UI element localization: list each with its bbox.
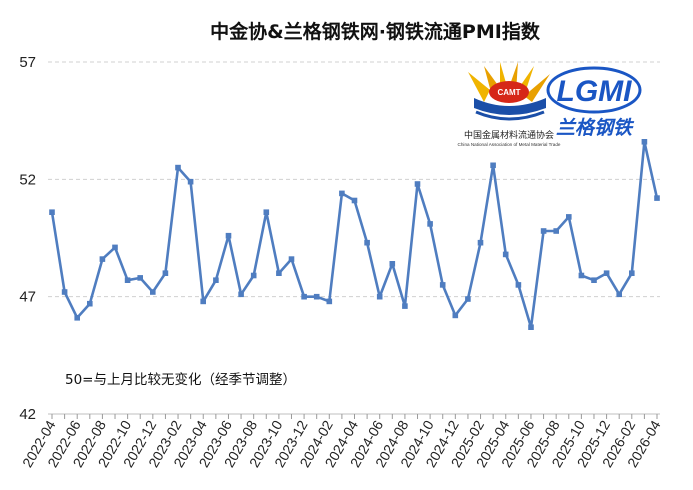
data-point [490, 162, 496, 169]
data-point [591, 277, 597, 283]
y-tick-label: 57 [19, 54, 36, 71]
data-point [502, 251, 509, 258]
data-point [162, 270, 169, 276]
data-point [49, 209, 55, 215]
camt-name-cn: 中国金属材料流通协会 [464, 129, 554, 141]
camt-name-en: China National Association of Metal Mate… [458, 142, 561, 147]
series-points [49, 139, 660, 330]
chart-annotation: 50=与上月比较无变化（经季节调整） [65, 372, 296, 388]
y-tick-label: 47 [19, 289, 36, 306]
data-point [74, 315, 80, 321]
data-point [629, 270, 635, 276]
y-axis-tick-labels: 42 47 52 57 [19, 54, 36, 423]
lgmi-wordmark: LGMI [557, 75, 633, 108]
data-point [427, 221, 433, 227]
y-tick-label: 52 [19, 171, 36, 188]
data-point [225, 232, 232, 239]
lgmi-logo: LGMI 兰格钢铁 [546, 66, 642, 139]
data-point [137, 275, 143, 281]
data-point [477, 239, 484, 246]
data-point [288, 256, 295, 262]
data-point [376, 293, 383, 300]
data-point [187, 178, 194, 185]
lgmi-name-cn: 兰格钢铁 [556, 117, 635, 139]
camt-logo: CAMT 中国金属材料流通协会 China National Associati… [458, 62, 561, 147]
data-point [553, 228, 559, 234]
gridlines [48, 61, 660, 298]
camt-badge-text: CAMT [497, 88, 520, 97]
data-point [389, 261, 396, 267]
data-point [515, 282, 522, 288]
data-point [213, 277, 219, 283]
data-point [99, 256, 106, 262]
chart-title: 中金协&兰格钢铁网·钢铁流通PMI指数 [210, 20, 541, 43]
data-point [200, 298, 206, 305]
data-point [566, 214, 572, 220]
data-point [439, 282, 446, 288]
data-point [414, 181, 421, 187]
data-point [276, 270, 282, 276]
data-point [339, 190, 345, 197]
data-point [364, 239, 370, 246]
data-point [87, 300, 93, 307]
x-axis-tick-marks [51, 414, 658, 419]
data-point [326, 298, 333, 305]
data-point [351, 197, 358, 204]
data-point [402, 303, 408, 309]
data-point [465, 296, 471, 302]
data-point [528, 324, 534, 330]
data-point [654, 195, 660, 201]
data-point [301, 293, 307, 300]
data-point [641, 139, 648, 145]
data-point [112, 244, 118, 251]
data-point [150, 289, 156, 295]
y-tick-label: 42 [19, 406, 36, 423]
data-point [263, 209, 270, 215]
data-point [578, 272, 585, 279]
data-point [452, 312, 459, 319]
data-point [540, 228, 547, 234]
data-point [250, 272, 257, 279]
data-point [603, 270, 610, 276]
lgmi-ring-icon [546, 66, 642, 114]
camt-sunburst-icon [468, 62, 550, 121]
data-point [61, 289, 68, 295]
data-point [616, 291, 622, 298]
data-point [313, 293, 320, 300]
data-point [124, 277, 131, 283]
data-point [238, 291, 244, 298]
data-point [175, 164, 181, 171]
